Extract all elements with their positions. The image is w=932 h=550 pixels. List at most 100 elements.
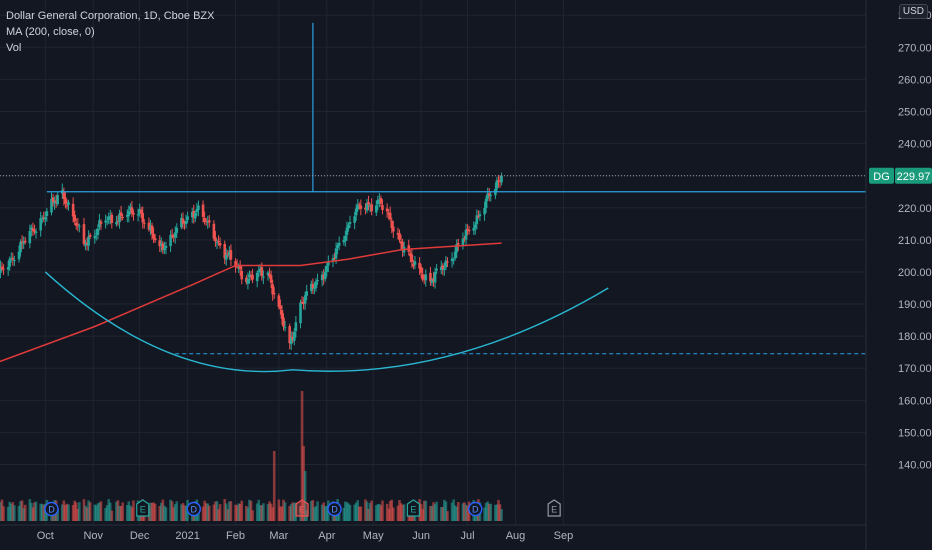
candle[interactable] bbox=[33, 224, 36, 235]
candle[interactable] bbox=[392, 220, 395, 238]
candle[interactable] bbox=[396, 227, 400, 240]
candle[interactable] bbox=[282, 313, 285, 331]
candle[interactable] bbox=[64, 192, 67, 209]
candle[interactable] bbox=[50, 192, 53, 216]
cup-arc[interactable] bbox=[44, 271, 609, 373]
candle[interactable] bbox=[228, 246, 231, 260]
candle[interactable] bbox=[257, 264, 261, 278]
candle[interactable] bbox=[316, 273, 319, 286]
candle[interactable] bbox=[105, 216, 109, 226]
candle[interactable] bbox=[398, 229, 401, 243]
candle[interactable] bbox=[418, 257, 421, 275]
candle[interactable] bbox=[314, 278, 318, 292]
candle[interactable] bbox=[169, 230, 172, 252]
candle[interactable] bbox=[201, 200, 205, 223]
candle[interactable] bbox=[246, 272, 250, 290]
candle[interactable] bbox=[370, 198, 373, 216]
candle[interactable] bbox=[125, 209, 129, 223]
candle[interactable] bbox=[197, 200, 200, 217]
candle[interactable] bbox=[53, 196, 56, 210]
candle[interactable] bbox=[56, 192, 59, 206]
candle[interactable] bbox=[115, 216, 118, 227]
dividend-marker[interactable]: D bbox=[44, 501, 59, 517]
candle[interactable] bbox=[311, 278, 315, 295]
candle[interactable] bbox=[17, 245, 21, 263]
candle[interactable] bbox=[130, 200, 134, 218]
candle[interactable] bbox=[93, 229, 97, 244]
candle[interactable] bbox=[487, 187, 491, 202]
candle[interactable] bbox=[0, 262, 4, 272]
candle[interactable] bbox=[23, 236, 27, 245]
candle[interactable] bbox=[160, 237, 163, 253]
candle[interactable] bbox=[446, 257, 449, 267]
candle[interactable] bbox=[376, 195, 380, 211]
earnings-marker[interactable]: E bbox=[295, 499, 309, 517]
candle[interactable] bbox=[30, 224, 33, 237]
candle[interactable] bbox=[387, 209, 390, 220]
candle[interactable] bbox=[150, 222, 154, 240]
candle[interactable] bbox=[379, 195, 383, 207]
candle[interactable] bbox=[204, 218, 208, 226]
candle[interactable] bbox=[294, 315, 298, 338]
candle[interactable] bbox=[44, 211, 47, 226]
candle[interactable] bbox=[333, 252, 336, 261]
candle[interactable] bbox=[500, 172, 503, 186]
candle[interactable] bbox=[467, 225, 471, 235]
candle[interactable] bbox=[255, 270, 259, 288]
candle[interactable] bbox=[142, 219, 146, 229]
candle[interactable] bbox=[323, 266, 327, 282]
candle[interactable] bbox=[9, 252, 13, 263]
candle[interactable] bbox=[433, 267, 437, 289]
candle[interactable] bbox=[463, 235, 466, 243]
candle[interactable] bbox=[98, 213, 101, 231]
candle[interactable] bbox=[293, 328, 296, 346]
candle[interactable] bbox=[76, 218, 80, 232]
candle[interactable] bbox=[344, 230, 347, 247]
candle[interactable] bbox=[381, 199, 384, 215]
candle[interactable] bbox=[108, 209, 112, 225]
candle[interactable] bbox=[472, 221, 476, 235]
candle[interactable] bbox=[473, 221, 477, 235]
candle[interactable] bbox=[279, 299, 282, 315]
candle[interactable] bbox=[271, 279, 274, 301]
candle[interactable] bbox=[104, 214, 107, 229]
candle[interactable] bbox=[385, 203, 389, 218]
candle[interactable] bbox=[224, 248, 228, 266]
candle[interactable] bbox=[475, 209, 479, 230]
candle[interactable] bbox=[249, 271, 253, 281]
candle[interactable] bbox=[450, 252, 454, 268]
candle[interactable] bbox=[464, 223, 468, 246]
candle[interactable] bbox=[289, 331, 293, 350]
candle[interactable] bbox=[138, 203, 141, 217]
candle[interactable] bbox=[456, 238, 460, 252]
candle[interactable] bbox=[466, 224, 469, 236]
candle[interactable] bbox=[141, 206, 145, 229]
candle[interactable] bbox=[300, 296, 304, 304]
candle[interactable] bbox=[439, 260, 443, 275]
candle[interactable] bbox=[413, 255, 417, 270]
candle[interactable] bbox=[218, 237, 222, 249]
candle[interactable] bbox=[34, 228, 38, 239]
candle[interactable] bbox=[345, 221, 349, 242]
candle[interactable] bbox=[129, 203, 132, 215]
dividend-marker[interactable]: D bbox=[327, 501, 342, 517]
candle[interactable] bbox=[325, 262, 329, 277]
candle[interactable] bbox=[432, 272, 435, 287]
candle[interactable] bbox=[180, 213, 183, 230]
candle[interactable] bbox=[424, 269, 428, 287]
candle[interactable] bbox=[161, 240, 165, 254]
candle[interactable] bbox=[443, 262, 446, 276]
candle[interactable] bbox=[40, 215, 44, 224]
candle[interactable] bbox=[452, 257, 455, 265]
candle[interactable] bbox=[364, 203, 367, 215]
candle[interactable] bbox=[31, 222, 35, 236]
candle[interactable] bbox=[401, 238, 404, 257]
candle[interactable] bbox=[444, 256, 448, 271]
candle[interactable] bbox=[262, 270, 265, 285]
candle[interactable] bbox=[419, 264, 423, 279]
candle[interactable] bbox=[378, 193, 381, 208]
candle[interactable] bbox=[240, 265, 244, 285]
candle[interactable] bbox=[206, 215, 210, 229]
candle[interactable] bbox=[347, 222, 350, 232]
